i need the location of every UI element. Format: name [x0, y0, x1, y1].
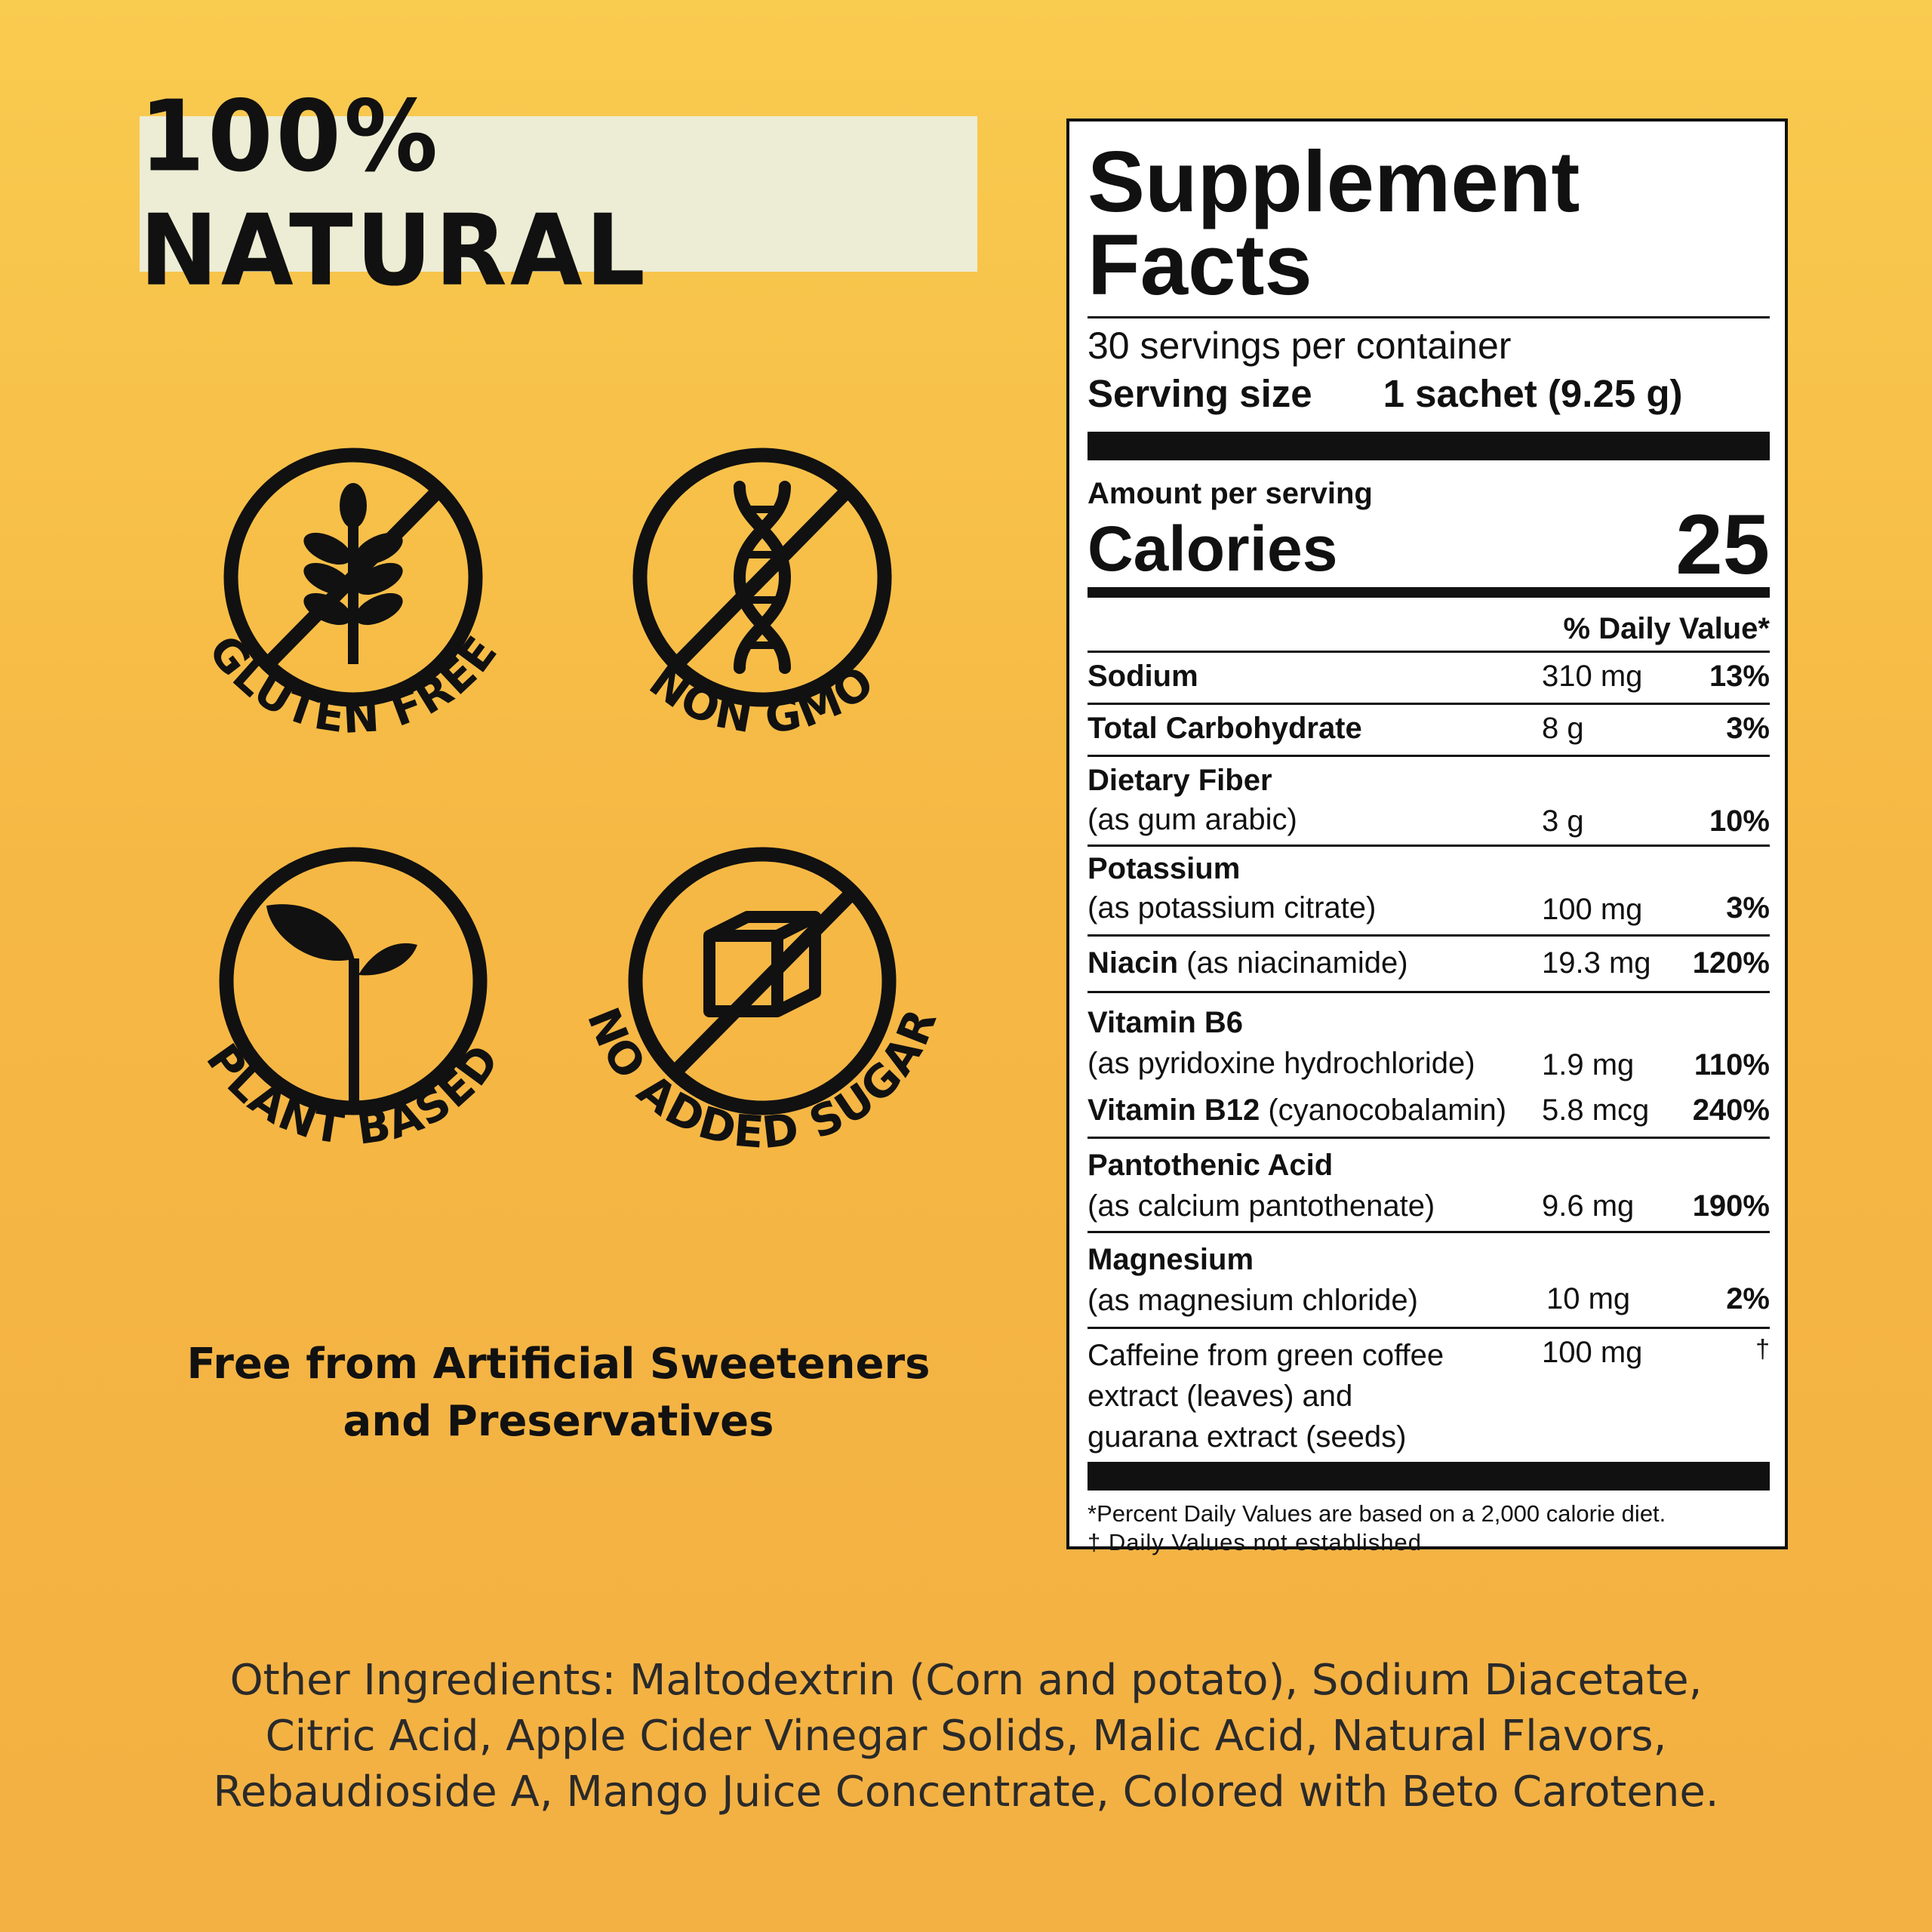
- non-gmo-label: NON GMO: [640, 655, 882, 743]
- nutrient-amount: 9.6 mg: [1542, 1189, 1635, 1223]
- ingredients-line-3: Rebaudioside A, Mango Juice Concentrate,…: [213, 1767, 1719, 1817]
- bottom-thick-divider: [1088, 1462, 1770, 1491]
- free-from-line-1: Free from Artificial Sweeteners: [186, 1340, 931, 1389]
- caffeine-line-1: Caffeine from green coffee: [1088, 1339, 1444, 1372]
- dna-icon: NON GMO: [632, 448, 892, 743]
- nutrient-name: Pantothenic Acid: [1088, 1149, 1334, 1182]
- nutrient-amount: 8 g: [1542, 712, 1584, 745]
- free-from-text: Free from Artificial Sweeteners and Pres…: [140, 1336, 977, 1451]
- servings-per-container: 30 servings per container: [1088, 325, 1512, 367]
- nutrient-sub: (as pyridoxine hydrochloride): [1088, 1047, 1475, 1080]
- footnote-daily-values: *Percent Daily Values are based on a 2,0…: [1088, 1500, 1666, 1527]
- plant-based-badge: PLANT BASED: [157, 785, 549, 1177]
- calories-value: 25: [1675, 497, 1770, 592]
- ingredients-line-1: Other Ingredients: Maltodextrin (Corn an…: [229, 1656, 1703, 1705]
- nutrient-row-b6: Vitamin B6 (as pyridoxine hydrochloride)…: [1088, 991, 1770, 1091]
- nutrient-row-caffeine: Caffeine from green coffee extract (leav…: [1088, 1327, 1770, 1462]
- footnote-not-established: † Daily Values not established: [1088, 1529, 1423, 1555]
- non-gmo-badge: NON GMO: [566, 381, 958, 774]
- nutrient-sub: (as magnesium chloride): [1088, 1284, 1418, 1317]
- nutrient-amount: 3 g: [1542, 804, 1584, 838]
- nutrient-name: Vitamin B6: [1088, 1006, 1243, 1039]
- natural-badge-text: 100% NATURAL: [140, 79, 648, 309]
- nutrient-amount: 10 mg: [1546, 1282, 1631, 1315]
- nutrient-amount: 19.3 mg: [1542, 946, 1651, 980]
- facts-title-line-2: Facts: [1088, 217, 1312, 313]
- nutrient-dv: 120%: [1692, 946, 1770, 980]
- facts-title-line-1: Supplement: [1088, 134, 1580, 230]
- nutrient-name: Magnesium: [1088, 1243, 1254, 1276]
- nutrient-row-niacin: Niacin (as niacinamide) 19.3 mg 120%: [1088, 934, 1770, 991]
- nutrient-row-b12: Vitamin B12 (cyanocobalamin) 5.8 mcg 240…: [1088, 1091, 1770, 1137]
- daily-value-header: % Daily Value*: [1563, 612, 1770, 645]
- nutrient-name: Niacin: [1088, 946, 1179, 980]
- nutrient-name: Potassium: [1088, 852, 1241, 885]
- sugar-cube-icon: NO ADDED SUGAR: [577, 847, 947, 1158]
- wheat-icon: GLUTEN FREE: [198, 448, 506, 743]
- natural-badge: 100% NATURAL: [140, 80, 977, 308]
- nutrient-dv: 110%: [1694, 1048, 1770, 1081]
- nutrient-sub: (as potassium citrate): [1088, 891, 1377, 924]
- nutrient-dv: 2%: [1726, 1282, 1770, 1315]
- nutrient-row-carbohydrate: Total Carbohydrate 8 g 3%: [1088, 703, 1770, 755]
- nutrient-row-sodium: Sodium 310 mg 13%: [1088, 651, 1770, 703]
- caffeine-dv: †: [1755, 1335, 1770, 1364]
- nutrient-amount: 100 mg: [1542, 893, 1643, 926]
- nutrient-amount: 310 mg: [1542, 660, 1643, 693]
- nutrient-name-line: Vitamin B12 (cyanocobalamin): [1088, 1091, 1506, 1129]
- nutrient-name: Total Carbohydrate: [1088, 712, 1362, 745]
- thick-divider: [1088, 432, 1770, 460]
- sprout-icon: PLANT BASED: [196, 847, 509, 1155]
- nutrient-amount: 1.9 mg: [1542, 1048, 1635, 1081]
- nutrient-name-line: Niacin (as niacinamide): [1088, 944, 1408, 982]
- calories-divider: [1088, 587, 1770, 598]
- gluten-free-badge: GLUTEN FREE: [157, 381, 549, 774]
- free-from-line-2: and Preservatives: [343, 1397, 774, 1446]
- nutrient-dv: 190%: [1692, 1189, 1770, 1223]
- nutrient-row-potassium: Potassium (as potassium citrate) 100 mg …: [1088, 844, 1770, 934]
- nutrient-dv: 3%: [1726, 712, 1770, 745]
- nutrient-row-fiber: Dietary Fiber (as gum arabic) 3 g 10%: [1088, 755, 1770, 844]
- calories-row: Calories 25: [1088, 497, 1770, 592]
- svg-text:NO ADDED SUGAR: NO ADDED SUGAR: [577, 1001, 947, 1158]
- nutrient-dv: 3%: [1726, 891, 1770, 924]
- nutrient-name: Vitamin B12: [1088, 1094, 1260, 1127]
- nutrient-amount: 5.8 mcg: [1542, 1094, 1650, 1127]
- no-added-sugar-label: NO ADDED SUGAR: [577, 1001, 946, 1158]
- amount-per-serving: Amount per serving: [1088, 477, 1373, 510]
- nutrient-sub: (as gum arabic): [1088, 803, 1297, 836]
- nutrient-dv: 240%: [1692, 1094, 1770, 1127]
- nutrient-dv: 10%: [1709, 804, 1770, 838]
- nutrient-name: Dietary Fiber: [1088, 764, 1272, 797]
- calories-label: Calories: [1088, 513, 1338, 584]
- caffeine-line-3: guarana extract (seeds): [1088, 1420, 1407, 1454]
- serving-size: Serving size 1 sachet (9.25 g): [1088, 370, 1770, 418]
- serving-size-value: 1 sachet (9.25 g): [1383, 372, 1683, 415]
- supplement-facts-panel: Supplement Facts 30 servings per contain…: [1066, 118, 1788, 1555]
- nutrient-row-magnesium: Magnesium (as magnesium chloride) 10 mg …: [1088, 1231, 1770, 1327]
- caffeine-amount: 100 mg: [1542, 1336, 1643, 1369]
- nutrient-inline: (cyanocobalamin): [1260, 1094, 1507, 1127]
- facts-title: Supplement Facts: [1088, 134, 1770, 313]
- no-added-sugar-badge: NO ADDED SUGAR: [566, 785, 958, 1177]
- ingredients-line-2: Citric Acid, Apple Cider Vinegar Solids,…: [265, 1712, 1667, 1761]
- nutrient-sub: (as calcium pantothenate): [1088, 1189, 1435, 1223]
- nutrient-dv: 13%: [1709, 660, 1770, 693]
- svg-text:NON GMO: NON GMO: [640, 655, 884, 743]
- nutrient-row-pantothenic: Pantothenic Acid (as calcium pantothenat…: [1088, 1137, 1770, 1231]
- nutrient-name: Sodium: [1088, 660, 1198, 693]
- other-ingredients: Other Ingredients: Maltodextrin (Corn an…: [91, 1653, 1841, 1820]
- serving-size-label: Serving size: [1088, 372, 1312, 415]
- caffeine-line-2: extract (leaves) and: [1088, 1380, 1353, 1413]
- nutrient-inline: (as niacinamide): [1178, 946, 1408, 980]
